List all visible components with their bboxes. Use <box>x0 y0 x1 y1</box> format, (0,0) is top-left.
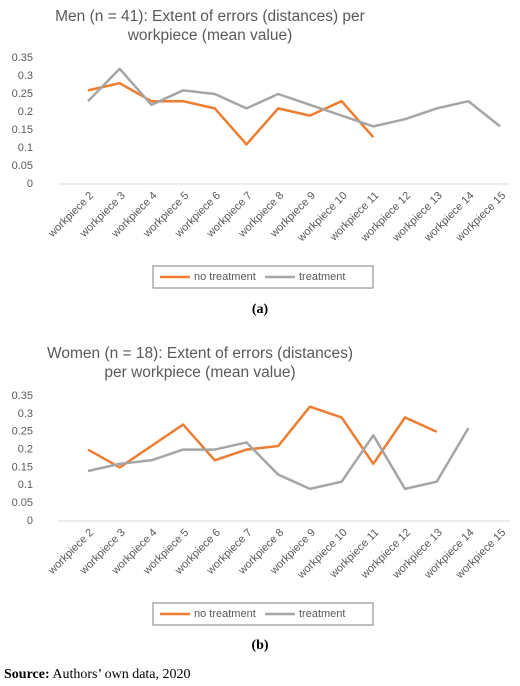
y-tick-label: 0.35 <box>12 390 33 402</box>
y-tick-label: 0.2 <box>18 106 33 118</box>
y-tick-label: 0.35 <box>12 52 33 64</box>
caption: (b) <box>251 638 269 653</box>
series-line <box>87 67 501 128</box>
source: Source: Authors’ own data, 2020 <box>4 667 191 683</box>
y-tick-label: 0.3 <box>18 70 33 82</box>
y-tick-label: 0.1 <box>18 479 33 491</box>
legend-box <box>152 265 374 289</box>
legend-box <box>152 602 374 626</box>
series-line <box>87 427 470 491</box>
y-tick-label: 0.25 <box>12 88 33 100</box>
y-tick-label: 0.05 <box>12 160 33 172</box>
y-tick-label: 0 <box>27 178 33 190</box>
y-tick-label: 0.2 <box>18 443 33 455</box>
y-tick-label: 0.1 <box>18 142 33 154</box>
legend-label: treatment <box>299 271 345 283</box>
caption: (a) <box>251 302 269 317</box>
y-tick-label: 0.3 <box>18 408 33 420</box>
source-text: Authors’ own data, 2020 <box>52 667 191 682</box>
source-label: Source: <box>4 667 50 682</box>
series-line <box>87 405 438 469</box>
legend-label: no treatment <box>194 271 256 283</box>
y-tick-label: 0.15 <box>12 124 33 136</box>
chart-title: Men (n = 41): Extent of errors (distance… <box>55 8 365 44</box>
y-tick-label: 0.25 <box>12 426 33 438</box>
legend-label: treatment <box>299 608 345 620</box>
y-tick-label: 0.05 <box>12 497 33 509</box>
y-tick-label: 0 <box>27 515 33 527</box>
y-tick-label: 0.15 <box>12 461 33 473</box>
series-line <box>87 81 375 146</box>
chart-title: Women (n = 18): Extent of errors (distan… <box>47 345 353 381</box>
legend-label: no treatment <box>194 608 256 620</box>
